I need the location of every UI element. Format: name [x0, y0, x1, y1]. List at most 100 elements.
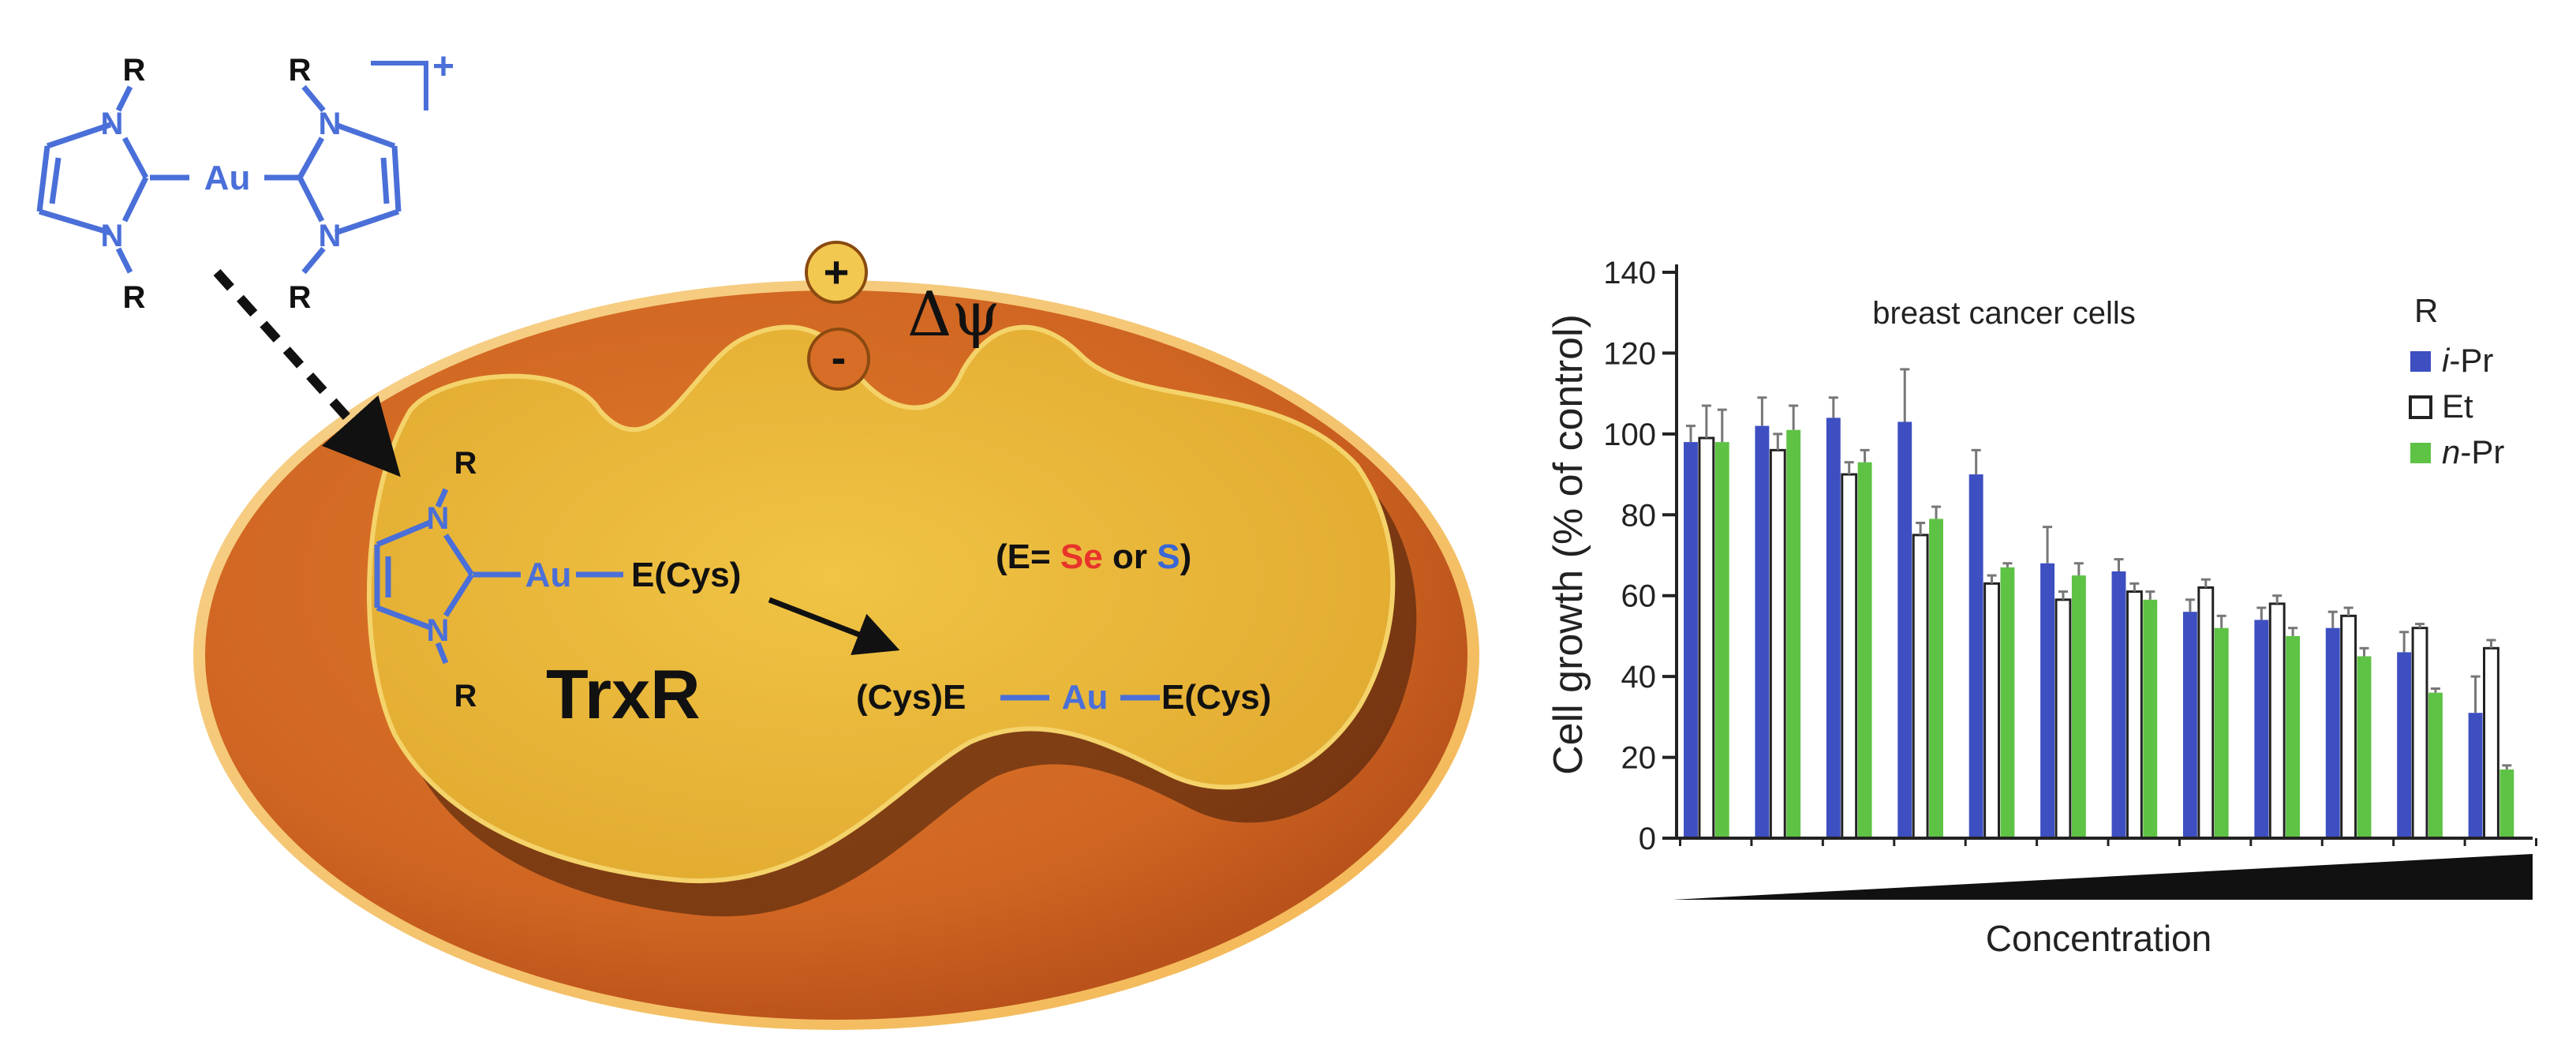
legend-swatch [2410, 351, 2431, 372]
mitochondrion-scheme: + - Δψ N N N [36, 46, 1479, 1030]
bar-ipr-6 [2040, 563, 2055, 838]
bar-et-7 [2125, 590, 2143, 840]
bar-et-9 [2268, 602, 2286, 840]
bar-npr-11 [2428, 692, 2443, 838]
bar-npr-8 [2214, 627, 2229, 838]
top-r-left-lower: R [123, 280, 146, 315]
element-note-close: ) [1180, 537, 1192, 576]
element-note-s: S [1157, 537, 1180, 576]
x-axis [1673, 837, 2538, 900]
y-axis-label: Cell growth (% of control) [1546, 314, 1591, 775]
y-tick-label: 60 [1621, 579, 1657, 614]
legend-entry: Et [2442, 388, 2473, 425]
element-note-se: Se [1060, 537, 1103, 576]
bar-npr-3 [1857, 462, 1872, 838]
y-axis: 0 20 40 60 80 100 120 140 [1603, 256, 1678, 856]
legend-title: R [2414, 292, 2438, 329]
top-n-left-lower: N [101, 219, 124, 253]
adduct-au-label: Au [525, 556, 572, 594]
bar-et-2 [1769, 448, 1786, 840]
top-r-left-upper: R [123, 53, 146, 88]
bar-chart: 0 20 40 60 80 100 120 140 breast cancer cells C… [1546, 256, 2538, 959]
reaction-arrow [768, 597, 900, 655]
bar-et-10 [2340, 614, 2357, 840]
legend-entry: n-Pr [2442, 433, 2504, 470]
bar-ipr-1 [1684, 442, 1698, 838]
bar-ipr-4 [1897, 421, 1912, 838]
element-note-open: (E= [996, 537, 1060, 576]
legend-entry-suffix: Et [2442, 388, 2473, 425]
inner-blob [366, 324, 1396, 884]
enzyme-label: TrxR [546, 655, 701, 733]
y-tick-label: 20 [1621, 741, 1657, 776]
product-right: E(Cys) [1161, 678, 1271, 717]
legend-entry: i-Pr [2442, 342, 2493, 379]
adduct-r-upper: R [454, 446, 477, 481]
cation-bracket [371, 61, 428, 110]
bar-ipr-3 [1826, 418, 1841, 838]
bar-et-12 [2483, 646, 2499, 840]
element-note-or: or [1103, 537, 1157, 576]
gold-enzyme-adduct [374, 488, 623, 665]
y-tick-label: 100 [1603, 418, 1656, 452]
uptake-arrow [213, 268, 401, 477]
y-tick-label: 40 [1621, 660, 1657, 695]
y-tick-label: 0 [1639, 822, 1656, 856]
bar-npr-12 [2499, 769, 2514, 838]
product-au: Au [1062, 678, 1109, 717]
legend-entry-prefix: n [2442, 433, 2460, 470]
legend-swatch [2409, 395, 2432, 419]
minus-charge-icon [807, 328, 870, 391]
element-note: (E= Se or S) [996, 537, 1191, 576]
gold-bis-nhc-complex [36, 84, 402, 275]
top-au-label: Au [204, 159, 251, 197]
bar-et-4 [1912, 534, 1929, 840]
membrane-potential-label: Δψ [907, 279, 1000, 350]
bar-npr-1 [1714, 442, 1729, 838]
y-tick-label: 140 [1603, 256, 1656, 290]
concentration-wedge [1673, 854, 2533, 900]
legend-entry-suffix: -Pr [2449, 342, 2493, 379]
bar-npr-2 [1786, 429, 1801, 838]
bar-ipr-2 [1755, 425, 1770, 838]
bar-ipr-10 [2325, 627, 2340, 838]
plus-charge-sign: + [824, 247, 850, 297]
adduct-r-lower: R [454, 679, 477, 713]
bar-et-5 [1983, 582, 2000, 840]
product-left: (Cys)E [856, 678, 966, 717]
bar-et-3 [1841, 473, 1858, 840]
cation-charge: + [432, 46, 454, 88]
bars [1684, 368, 2514, 840]
x-axis-label: Concentration [1986, 918, 2211, 959]
minus-charge-sign: - [832, 332, 847, 382]
chart-title: breast cancer cells [1872, 296, 2135, 331]
adduct-n-upper: N [427, 501, 450, 536]
adduct-n-lower: N [427, 613, 450, 648]
bar-ipr-12 [2468, 713, 2483, 838]
bar-npr-6 [2071, 575, 2086, 838]
bar-ipr-11 [2397, 652, 2412, 838]
legend-entry-prefix: i [2442, 342, 2451, 379]
bar-npr-10 [2357, 656, 2372, 838]
y-tick-label: 120 [1603, 336, 1656, 371]
top-r-right-lower: R [289, 280, 312, 315]
top-n-right-upper: N [319, 107, 342, 141]
bar-et-11 [2411, 627, 2428, 840]
legend-swatch [2410, 443, 2431, 463]
top-n-right-lower: N [319, 219, 342, 253]
bar-ipr-5 [1968, 474, 1983, 838]
legend-entry-suffix: -Pr [2460, 433, 2504, 470]
bar-et-6 [2054, 598, 2072, 840]
bar-npr-9 [2286, 635, 2301, 838]
bar-et-8 [2197, 586, 2215, 840]
bar-ipr-8 [2182, 612, 2197, 838]
top-r-right-upper: R [289, 53, 312, 88]
top-n-left-upper: N [101, 107, 124, 141]
bar-npr-5 [2000, 567, 2015, 838]
adduct-cys-label: E(Cys) [631, 556, 741, 594]
bar-npr-7 [2143, 599, 2158, 838]
y-tick-label: 80 [1621, 498, 1657, 533]
bar-ipr-7 [2111, 571, 2126, 838]
